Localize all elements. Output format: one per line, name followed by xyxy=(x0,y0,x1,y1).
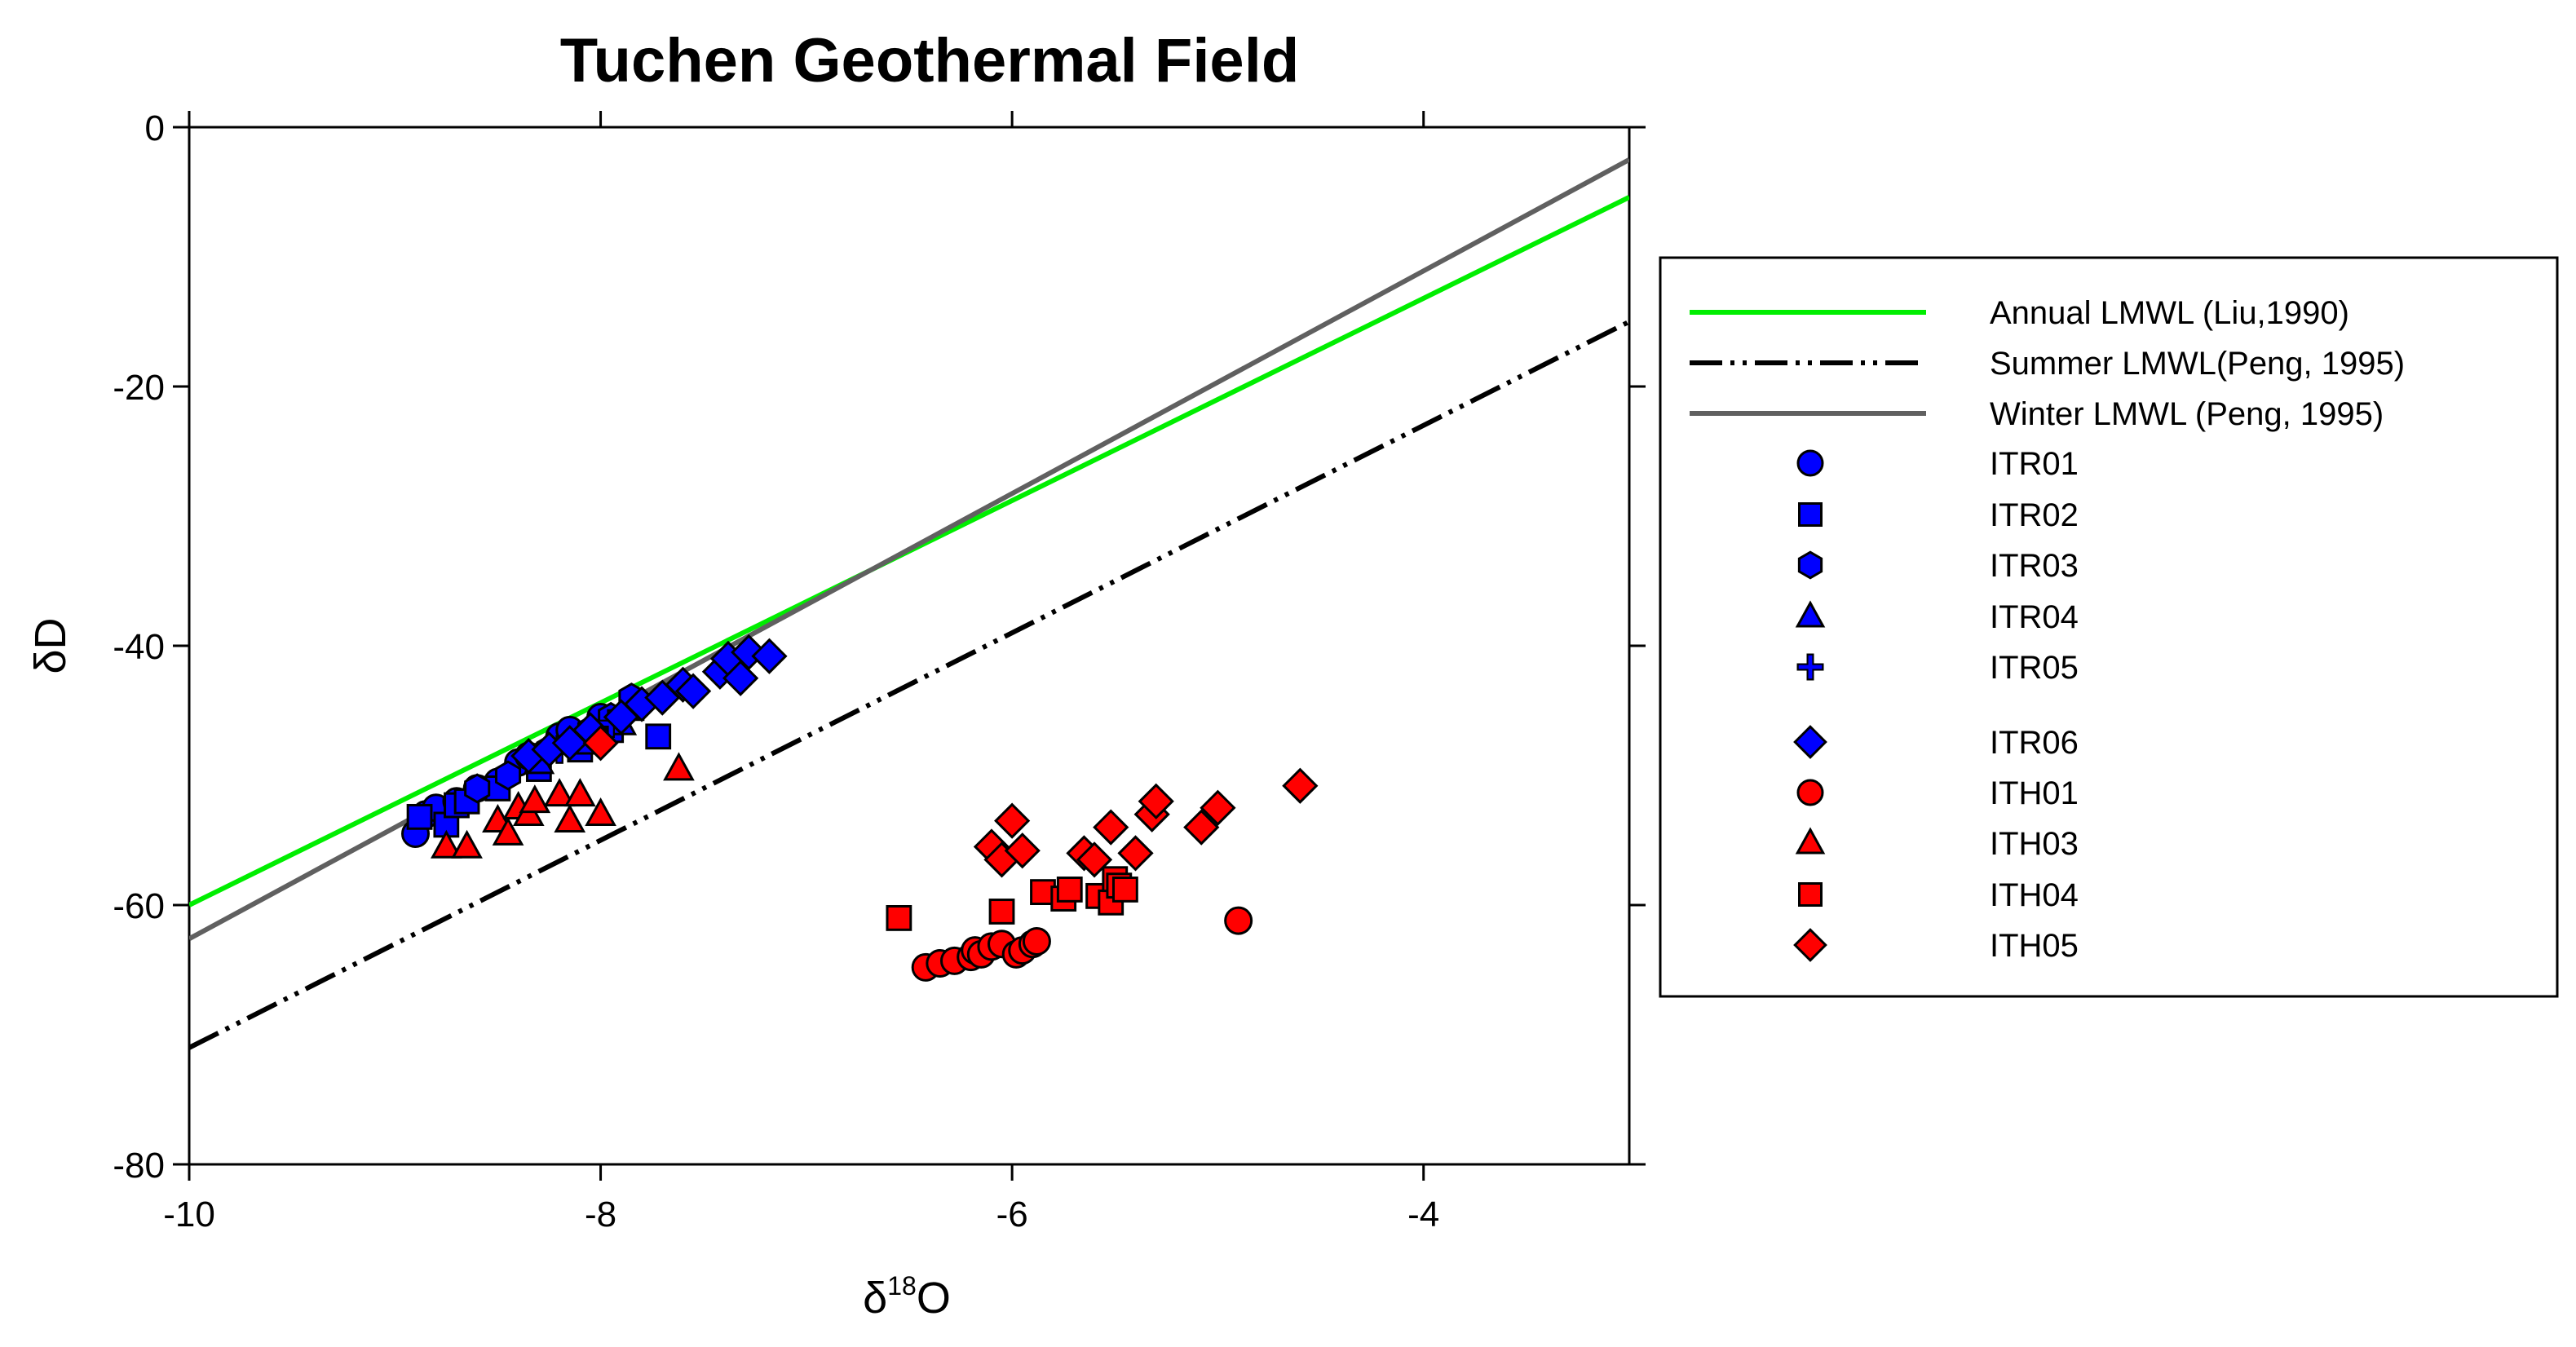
data-point xyxy=(451,829,483,859)
y-tick-label: -80 xyxy=(113,1146,165,1186)
data-point xyxy=(585,797,616,826)
data-point xyxy=(1093,809,1129,846)
x-axis-label-suffix: O xyxy=(917,1274,951,1323)
legend-label: Winter LMWL (Peng, 1995) xyxy=(1990,396,2384,432)
legend-marker-swatch xyxy=(1798,502,1823,527)
data-point xyxy=(1224,906,1253,935)
summer-lmwl-line xyxy=(189,319,1629,1050)
data-point xyxy=(564,778,596,807)
data-point xyxy=(663,752,695,781)
winter-lmwl-line xyxy=(189,157,1629,941)
legend-label: ITR01 xyxy=(1990,446,2079,482)
data-point xyxy=(554,803,586,832)
data-point xyxy=(464,773,491,804)
data-point xyxy=(1112,877,1138,903)
legend-label: Summer LMWL(Peng, 1995) xyxy=(1990,346,2405,382)
data-point xyxy=(582,725,619,762)
legend-marker-swatch xyxy=(1795,600,1826,628)
x-tick-label: -10 xyxy=(163,1195,215,1234)
data-points xyxy=(401,634,1319,982)
legend-label: ITR06 xyxy=(1990,725,2079,761)
legend-marker-swatch xyxy=(1793,928,1827,962)
legend-marker-swatch xyxy=(1796,449,1824,477)
y-tick-label: -20 xyxy=(113,368,165,408)
legend: Annual LMWL (Liu,1990) Summer LMWL(Peng, … xyxy=(1659,256,2559,998)
chart-title: Tuchen Geothermal Field xyxy=(560,26,1300,95)
x-axis-label: δ18O xyxy=(863,1271,951,1323)
data-point xyxy=(543,778,576,807)
y-tick-label: -60 xyxy=(113,886,165,926)
data-point xyxy=(494,760,522,791)
legend-label: Annual LMWL (Liu,1990) xyxy=(1990,295,2349,331)
data-point xyxy=(492,816,524,846)
legend-label: ITH04 xyxy=(1990,877,2079,913)
series-ith01 xyxy=(911,906,1253,982)
x-axis-label-superscript: 18 xyxy=(887,1271,917,1301)
data-point xyxy=(1282,767,1319,804)
plot-frame xyxy=(188,126,1631,1166)
x-tick-label: -4 xyxy=(1407,1195,1439,1234)
legend-marker-swatch xyxy=(1795,827,1826,855)
data-point xyxy=(1200,789,1236,826)
legend-label: ITH05 xyxy=(1990,928,2079,964)
data-point xyxy=(431,829,462,859)
series-ith04 xyxy=(886,866,1138,931)
legend-marker-swatch xyxy=(1793,725,1827,759)
data-point xyxy=(1183,809,1220,846)
data-point xyxy=(994,802,1031,839)
series-ith03 xyxy=(431,752,695,859)
data-point xyxy=(988,899,1015,925)
data-point xyxy=(406,803,433,830)
data-point xyxy=(1117,835,1154,872)
data-point xyxy=(751,638,788,674)
y-tick-label: -40 xyxy=(113,627,165,667)
data-point xyxy=(1004,832,1041,869)
legend-label: ITH01 xyxy=(1990,775,2079,811)
data-point xyxy=(1076,841,1113,878)
data-point xyxy=(645,723,672,750)
y-axis-label: δD xyxy=(26,617,75,674)
data-point xyxy=(886,905,912,931)
legend-marker-swatch xyxy=(1797,550,1823,580)
series-itr06 xyxy=(510,634,788,775)
data-point xyxy=(1056,877,1083,903)
y-tick-label: 0 xyxy=(145,108,165,148)
x-axis-label-prefix: δ xyxy=(863,1274,887,1323)
axis-ticks xyxy=(173,111,1646,1181)
data-point xyxy=(519,784,551,814)
legend-marker-swatch xyxy=(1798,882,1823,907)
legend-marker-swatch xyxy=(1796,653,1824,681)
legend-label: ITR03 xyxy=(1990,548,2079,584)
x-tick-label: -6 xyxy=(996,1195,1028,1234)
data-point xyxy=(1022,927,1051,956)
data-point xyxy=(1138,783,1174,819)
legend-label: ITR05 xyxy=(1990,650,2079,686)
legend-label: ITR04 xyxy=(1990,599,2079,635)
legend-entries: Annual LMWL (Liu,1990) Summer LMWL(Peng, … xyxy=(1690,295,2405,964)
legend-label: ITR02 xyxy=(1990,497,2079,533)
legend-marker-swatch xyxy=(1796,779,1824,806)
series-ith05 xyxy=(582,725,1319,878)
axis-tick-labels: -10 -8 -6 -40-20-40-60-80 xyxy=(113,108,1439,1234)
data-point xyxy=(674,673,712,709)
x-tick-label: -8 xyxy=(585,1195,616,1234)
legend-label: ITH03 xyxy=(1990,826,2079,862)
